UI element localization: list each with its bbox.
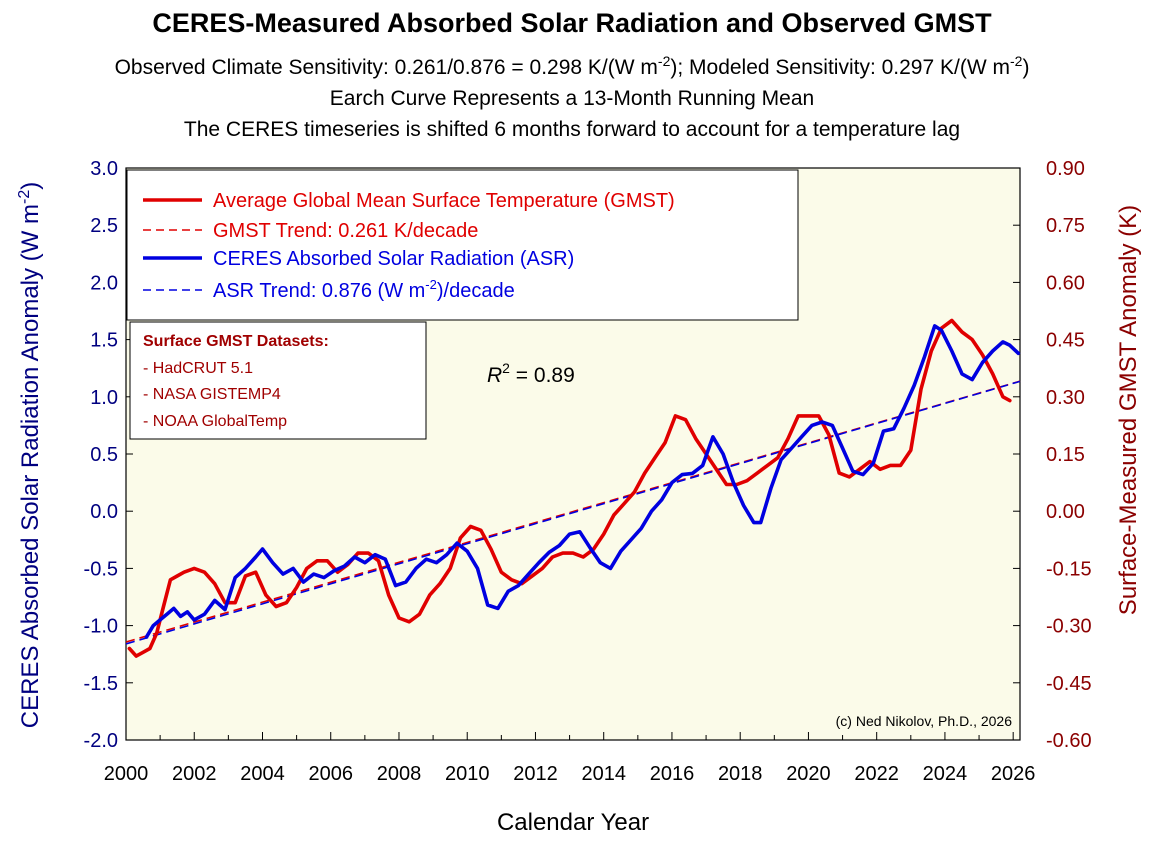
right-tick-label: 0.90 (1046, 158, 1085, 180)
right-tick-label: -0.60 (1046, 730, 1092, 752)
r2-annotation: R2 = 0.89 (487, 360, 575, 387)
right-axis: 0.90 0.75 0.60 0.45 0.30 0.15 0.00 -0.15 -0.30 -0… (1013, 158, 1092, 752)
asr-trend-line (125, 380, 1021, 645)
left-tick-label: -1.0 (84, 616, 118, 638)
dataset-item: - NOAA GlobalTemp (143, 413, 287, 430)
left-tick-label: 0.5 (90, 444, 118, 466)
y-axis-label-right: Surface-Measured GMST Anomaly (K) (1115, 205, 1142, 615)
datasets-box: Surface GMST Datasets: - HadCRUT 5.1 - N… (129, 321, 427, 440)
legend-label-asr-trend: ASR Trend: 0.876 (W m-2)/decade (213, 277, 515, 302)
right-tick-label: 0.15 (1046, 444, 1085, 466)
left-tick-label: -1.5 (84, 673, 118, 695)
left-tick-label: 1.0 (90, 387, 118, 409)
datasets-title: Surface GMST Datasets: (143, 333, 329, 350)
x-tick-label: 2000 (104, 763, 149, 785)
right-tick-label: -0.45 (1046, 673, 1092, 695)
x-tick-label: 2012 (513, 763, 558, 785)
right-tick-label: 0.30 (1046, 387, 1085, 409)
legend: Average Global Mean Surface Temperature … (126, 169, 799, 321)
x-tick-label: 2008 (377, 763, 422, 785)
left-tick-label: 2.5 (90, 215, 118, 237)
dataset-item: - NASA GISTEMP4 (143, 386, 281, 403)
right-tick-label: 0.60 (1046, 272, 1085, 294)
x-tick-label: 2016 (650, 763, 695, 785)
x-tick-label: 2022 (854, 763, 899, 785)
right-tick-label: 0.75 (1046, 215, 1085, 237)
x-tick-label: 2018 (718, 763, 763, 785)
trend-lines (125, 380, 1021, 645)
x-tick-label: 2002 (172, 763, 217, 785)
credit-text: (c) Ned Nikolov, Ph.D., 2026 (836, 713, 1013, 729)
series-lines (127, 318, 1021, 658)
legend-label-gmst-trend: GMST Trend: 0.261 K/decade (213, 220, 478, 242)
right-tick-label: 0.00 (1046, 501, 1085, 523)
left-tick-label: -0.5 (84, 558, 118, 580)
x-axis: 2000 2002 2004 2006 2008 2010 2012 2014 2016 2018… (104, 732, 1036, 785)
chart-subtitle-3: The CERES timeseries is shifted 6 months… (184, 118, 960, 141)
left-tick-label: 3.0 (90, 158, 118, 180)
right-tick-label: -0.15 (1046, 558, 1092, 580)
chart-subtitle-2: Earch Curve Represents a 13-Month Runnin… (330, 87, 814, 110)
legend-label-asr: CERES Absorbed Solar Radiation (ASR) (213, 248, 574, 270)
left-tick-label: 0.0 (90, 501, 118, 523)
right-tick-label: 0.45 (1046, 330, 1085, 352)
asr-series-line (144, 324, 1021, 639)
chart-subtitle-1: Observed Climate Sensitivity: 0.261/0.87… (115, 53, 1030, 79)
left-tick-label: 1.5 (90, 330, 118, 352)
dataset-item: - HadCRUT 5.1 (143, 360, 253, 377)
left-tick-label: 2.0 (90, 272, 118, 294)
x-tick-label: 2014 (581, 763, 626, 785)
legend-label-gmst: Average Global Mean Surface Temperature … (213, 190, 675, 212)
gmst-series-line (127, 318, 1012, 658)
left-axis: 3.0 2.5 2.0 1.5 1.0 0.5 0.0 -0.5 -1.0 -1.5 -2.0 (84, 158, 133, 752)
x-tick-label: 2010 (445, 763, 490, 785)
x-tick-label: 2004 (240, 763, 285, 785)
y-axis-label-left: CERES Absorbed Solar Radiation Anomaly (… (16, 182, 44, 728)
x-tick-label: 2020 (786, 763, 831, 785)
x-tick-label: 2024 (923, 763, 968, 785)
x-tick-label: 2026 (991, 763, 1036, 785)
x-axis-label: Calendar Year (497, 809, 649, 836)
x-tick-label: 2006 (308, 763, 353, 785)
chart-title: CERES-Measured Absorbed Solar Radiation … (152, 8, 992, 38)
left-tick-label: -2.0 (84, 730, 118, 752)
right-tick-label: -0.30 (1046, 616, 1092, 638)
